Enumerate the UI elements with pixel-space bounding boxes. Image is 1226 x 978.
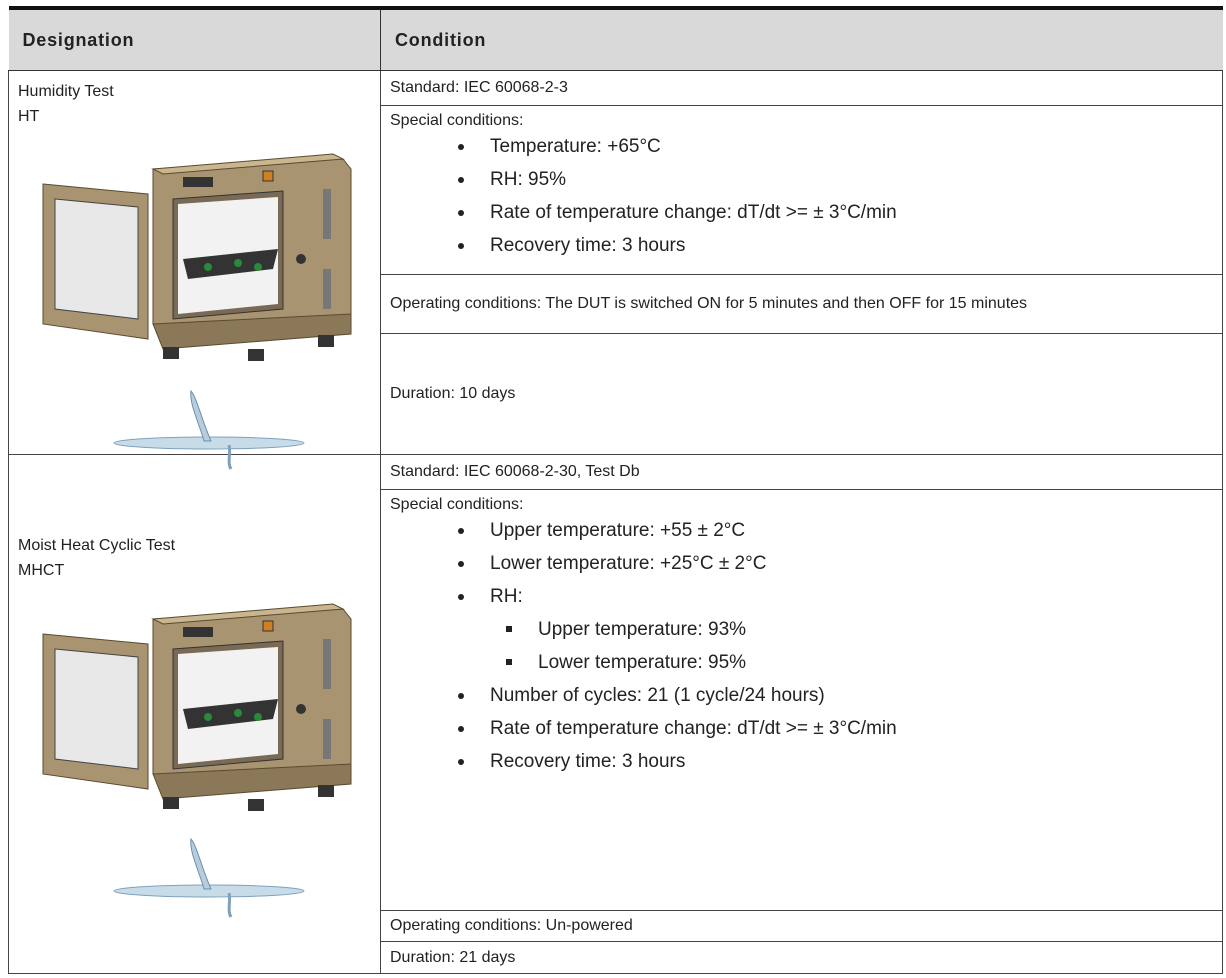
header-cell: Condition [380,6,1223,71]
table-row: Operating conditions: The DUT is switche… [9,274,1223,334]
standard-cell: Standard: IEC 60068-2-3 [380,70,1223,106]
water-image [109,831,309,921]
bullet-item: Rate of temperature change: dT/dt >= ± 3… [390,196,1213,229]
special-cell: Special conditions: Upper temperature: +5… [380,489,1223,911]
bullet-item: RH: [390,580,1213,613]
designation-name: Moist Heat Cyclic Test [18,537,176,554]
designation-code: MHCT [18,562,65,579]
chamber-image [33,149,353,369]
table-row: Duration: 21 days [9,941,1223,974]
table-row: Special conditions: Upper temperature: +5… [9,489,1223,911]
designation-code: HT [18,108,40,125]
designation-name: Humidity Test [18,83,114,100]
operating-cell: Operating conditions: Un-powered [380,910,1223,942]
bullet-item: RH: 95% [390,163,1213,196]
table-row: Operating conditions: Un-powered [9,910,1223,942]
table-row: Duration: 10 days [9,333,1223,455]
special-label: Special conditions: [390,496,524,513]
operating-cell: Operating conditions: The DUT is switche… [380,274,1223,334]
designation-cell: Humidity Test HT [8,70,381,455]
chamber-image [33,599,353,819]
bullet-item: Rate of temperature change: dT/dt >= ± 3… [390,712,1213,745]
sub-bullet-item: Upper temperature: 93% [390,613,1213,646]
designation: Moist Heat Cyclic Test MHCT [18,455,371,583]
table-row: Humidity Test HT Standard: IEC 60068-2-3 [8,70,1223,106]
bullet-item: Lower temperature: +25°C ± 2°C [390,547,1213,580]
bullet-item: Upper temperature: +55 ± 2°C [390,514,1213,547]
bullet-item: Recovery time: 3 hours [390,745,1213,778]
special-label: Special conditions: [390,112,524,129]
table-row: Moist Heat Cyclic Test MHCT Standard: IEC … [8,454,1223,974]
bullet-list: Upper temperature: +55 ± 2°C Lower temper… [390,514,1213,778]
header-cell: Designation [8,6,381,71]
designation: Humidity Test HT [18,71,371,129]
bullet-list: Temperature: +65°C RH: 95% Rate of tempera… [390,130,1213,262]
table-row: Special conditions: Temperature: +65°C RH:… [9,105,1223,275]
duration-cell: Duration: 10 days [380,333,1223,455]
duration-cell: Duration: 21 days [380,941,1223,974]
bullet-item: Temperature: +65°C [390,130,1213,163]
standard-cell: Standard: IEC 60068-2-30, Test Db [380,454,1223,490]
conditions-table: Designation Condition Humidity Test HT Sta… [8,6,1223,974]
header-row: Designation Condition [8,6,1223,71]
designation-cell: Moist Heat Cyclic Test MHCT [8,454,381,974]
document: Designation Condition Humidity Test HT Sta… [8,6,1223,974]
bullet-item: Recovery time: 3 hours [390,229,1213,262]
bullet-item: Number of cycles: 21 (1 cycle/24 hours) [390,679,1213,712]
sub-bullet-item: Lower temperature: 95% [390,646,1213,679]
special-cell: Special conditions: Temperature: +65°C RH:… [380,105,1223,275]
table-body: Humidity Test HT Standard: IEC 60068-2-3 Sp… [8,70,1223,974]
